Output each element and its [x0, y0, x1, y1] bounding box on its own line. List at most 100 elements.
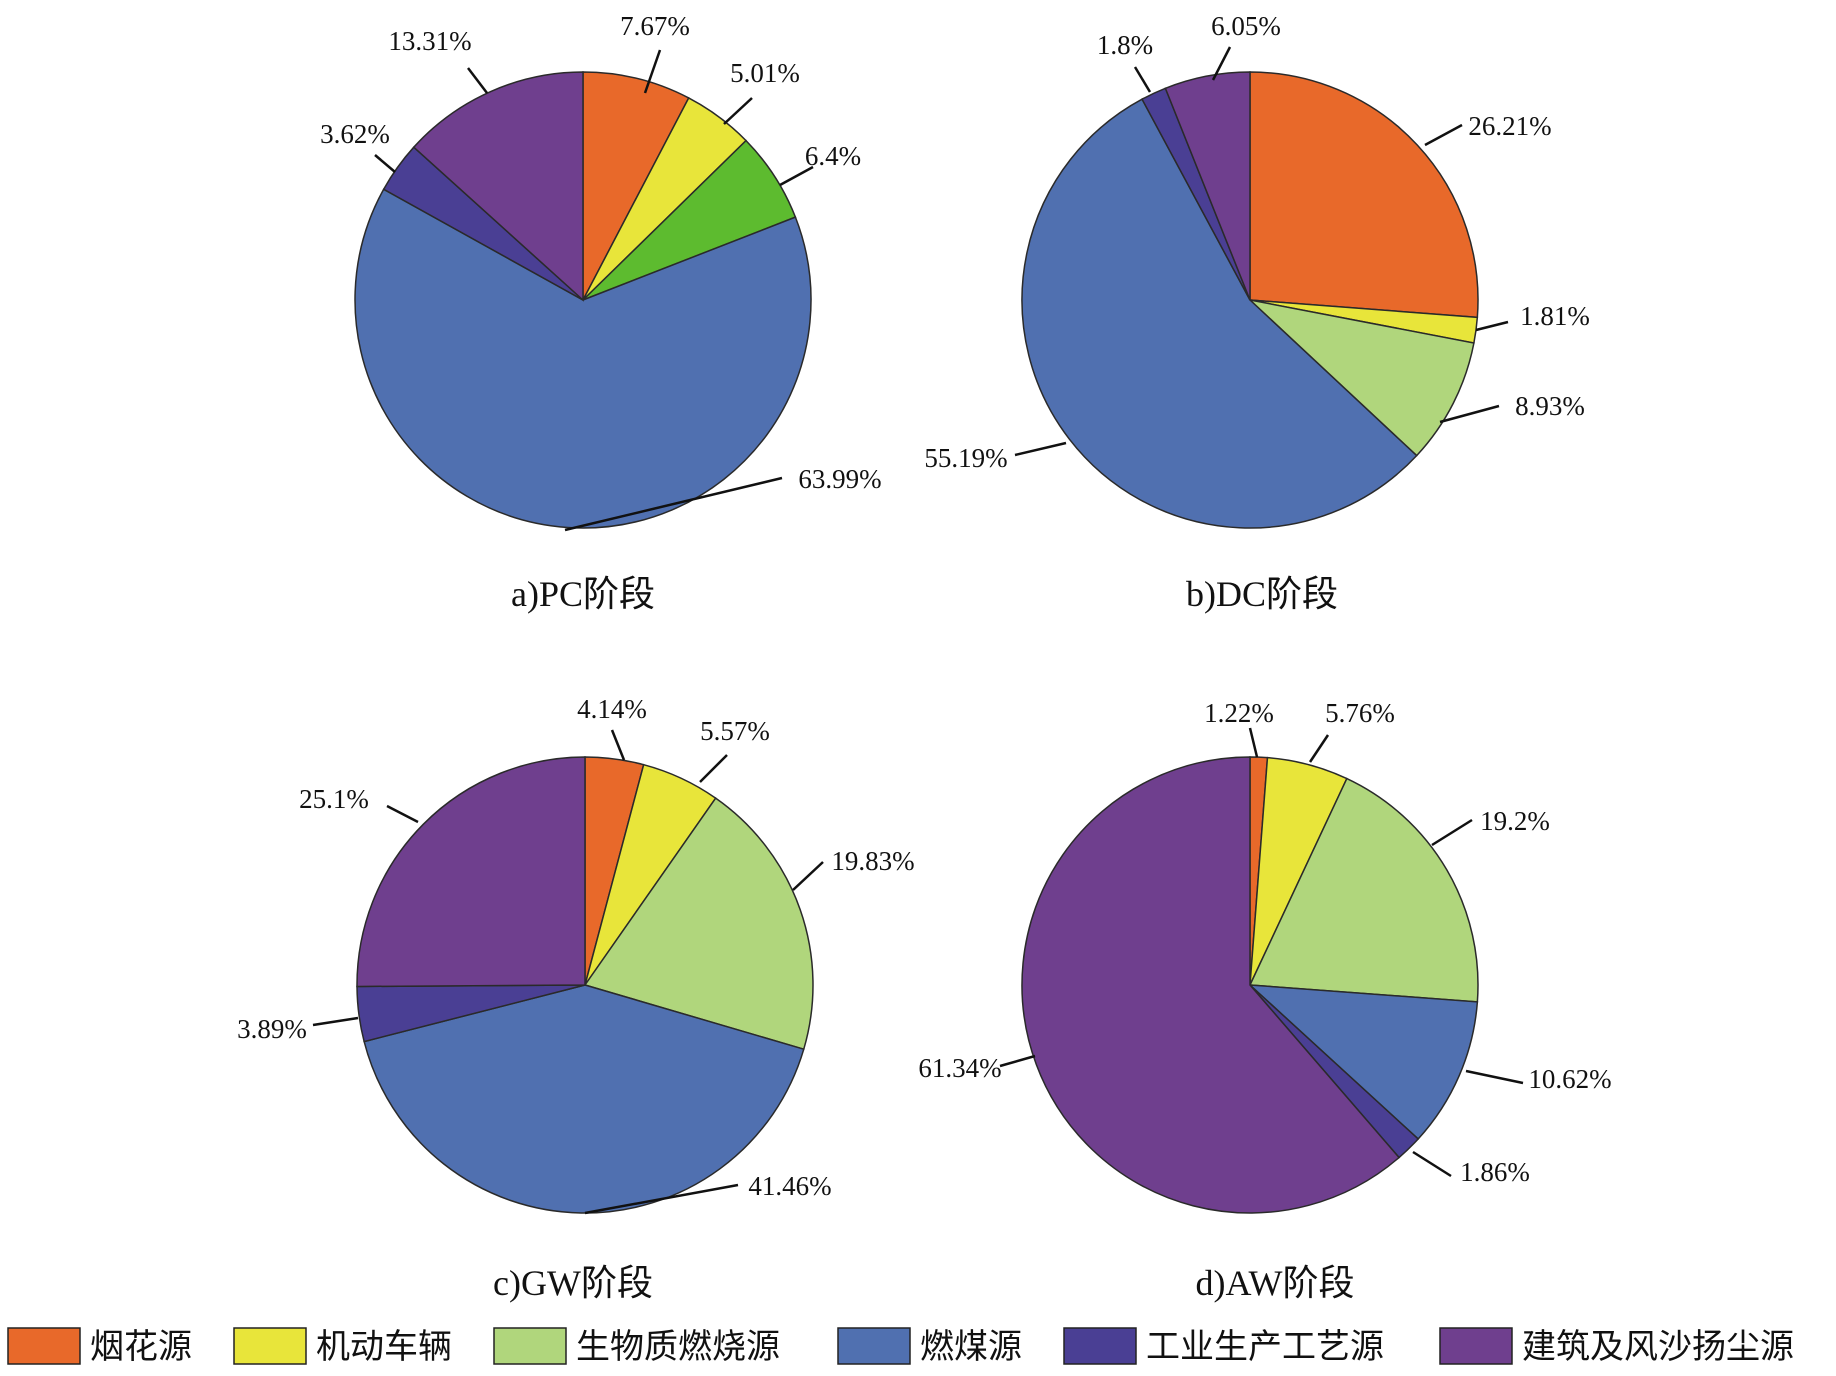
legend-label: 建筑及风沙扬尘源	[1522, 1327, 1794, 1367]
legend-label: 燃煤源	[920, 1327, 1022, 1367]
pie-slice	[582, 71, 690, 301]
data-label: 55.19%	[924, 443, 1007, 473]
pie-slice	[1247, 298, 1475, 457]
data-label: 26.21%	[1468, 111, 1551, 141]
legend-item: 生物质燃烧源	[493, 1327, 780, 1367]
leader-line	[610, 729, 626, 761]
leader-line	[1133, 66, 1152, 93]
data-label: 19.2%	[1480, 806, 1550, 836]
data-label: 3.89%	[237, 1014, 307, 1044]
pie-slice	[363, 984, 805, 1214]
leader-line	[779, 165, 814, 187]
legend-swatch	[7, 1327, 81, 1365]
pie-slice	[1021, 98, 1418, 529]
pie-slice	[1247, 984, 1479, 1141]
panel-title-gw: c)GW阶段	[493, 1263, 653, 1303]
legend-item: 燃煤源	[837, 1327, 1022, 1367]
leader-line	[584, 1183, 739, 1215]
legend-label: 机动车辆	[316, 1327, 452, 1367]
pie-leaders-aw	[999, 727, 1524, 1178]
leader-line	[999, 1054, 1036, 1068]
leader-line	[564, 476, 783, 532]
data-label: 5.57%	[700, 716, 770, 746]
data-label: 3.62%	[320, 119, 390, 149]
data-label: 1.8%	[1097, 30, 1153, 60]
legend-item: 工业生产工艺源	[1063, 1327, 1384, 1367]
pie-slice	[1021, 756, 1401, 1214]
leader-line	[1431, 818, 1473, 847]
legend-swatch	[1439, 1327, 1513, 1365]
panel-title-aw: d)AW阶段	[1195, 1263, 1354, 1303]
pie-labels-dc: 26.21% 1.81% 8.93% 55.19% 1.8% 6.05%	[924, 11, 1590, 473]
data-label: 7.67%	[620, 11, 690, 41]
legend-label: 生物质燃烧源	[576, 1327, 780, 1367]
leader-line	[723, 97, 753, 125]
pie-slices-dc	[1021, 71, 1479, 529]
pie-slices-gw	[356, 756, 814, 1214]
legend: 烟花源 机动车辆 生物质燃烧源 燃煤源 工业生产工艺源 建筑及风沙扬尘源	[7, 1327, 1794, 1367]
leader-line	[1308, 734, 1330, 763]
data-label: 41.46%	[748, 1171, 831, 1201]
data-label: 25.1%	[299, 784, 369, 814]
leader-line	[1014, 441, 1067, 457]
leader-line	[1248, 727, 1259, 758]
data-label: 6.4%	[805, 141, 861, 171]
data-label: 8.93%	[1515, 391, 1585, 421]
data-label: 5.76%	[1325, 698, 1395, 728]
panel-title-pc: a)PC阶段	[511, 574, 655, 614]
pie-slices-aw	[1021, 756, 1479, 1214]
leader-line	[1412, 1150, 1452, 1178]
pie-leaders-dc	[1014, 46, 1509, 457]
pie-panel-pc: 7.67% 5.01% 6.4% 63.99% 3.62% 13.31% a)PC阶段	[320, 11, 882, 614]
pie-labels-pc: 7.67% 5.01% 6.4% 63.99% 3.62% 13.31%	[320, 11, 882, 494]
pie-panel-gw: 4.14% 5.57% 19.83% 41.46% 3.89% 25.1% c)GW阶段	[237, 694, 915, 1303]
data-label: 13.31%	[388, 26, 471, 56]
leader-line	[792, 861, 824, 891]
pie-slices-pc	[354, 71, 812, 529]
data-label: 1.81%	[1520, 301, 1590, 331]
data-label: 61.34%	[918, 1053, 1001, 1083]
data-label: 63.99%	[798, 464, 881, 494]
legend-label: 烟花源	[90, 1327, 192, 1367]
leader-line	[467, 67, 488, 94]
leader-line	[1211, 46, 1232, 81]
data-label: 6.05%	[1211, 11, 1281, 41]
pie-panel-dc: 26.21% 1.81% 8.93% 55.19% 1.8% 6.05% b)DC阶段	[924, 11, 1590, 614]
leader-line	[643, 49, 662, 94]
leader-line	[1439, 404, 1500, 424]
leader-line	[312, 1016, 359, 1027]
pie-leaders-gw	[312, 729, 824, 1215]
pie-labels-aw: 1.22% 5.76% 19.2% 10.62% 1.86% 61.34%	[918, 698, 1611, 1187]
leader-line	[374, 154, 396, 173]
data-label: 10.62%	[1528, 1064, 1611, 1094]
pie-slice	[1249, 71, 1479, 319]
pie-slice	[1164, 71, 1251, 301]
leader-line	[386, 804, 419, 824]
pie-panel-aw: 1.22% 5.76% 19.2% 10.62% 1.86% 61.34% d)AW阶段	[918, 698, 1611, 1303]
data-label: 1.22%	[1204, 698, 1274, 728]
pie-labels-gw: 4.14% 5.57% 19.83% 41.46% 3.89% 25.1%	[237, 694, 915, 1201]
legend-label: 工业生产工艺源	[1146, 1327, 1384, 1367]
legend-item: 机动车辆	[233, 1327, 452, 1367]
legend-item: 烟花源	[7, 1327, 192, 1367]
legend-swatch	[493, 1327, 567, 1365]
legend-swatch	[837, 1327, 911, 1365]
legend-swatch	[1063, 1327, 1137, 1365]
data-label: 19.83%	[831, 846, 914, 876]
pie-slice	[583, 797, 814, 1051]
pie-slice	[356, 756, 586, 988]
pie-leaders-pc	[374, 49, 814, 532]
panel-title-dc: b)DC阶段	[1186, 574, 1338, 614]
data-label: 1.86%	[1460, 1157, 1530, 1187]
pie-slice	[1248, 777, 1479, 1003]
legend-swatch	[233, 1327, 307, 1365]
leader-line	[1465, 1069, 1524, 1085]
legend-item: 建筑及风沙扬尘源	[1439, 1327, 1794, 1367]
data-label: 5.01%	[730, 58, 800, 88]
data-label: 4.14%	[577, 694, 647, 724]
leader-line	[699, 754, 728, 783]
leader-line	[1424, 123, 1463, 147]
leader-line	[1475, 320, 1509, 332]
pie-slice	[412, 71, 584, 302]
